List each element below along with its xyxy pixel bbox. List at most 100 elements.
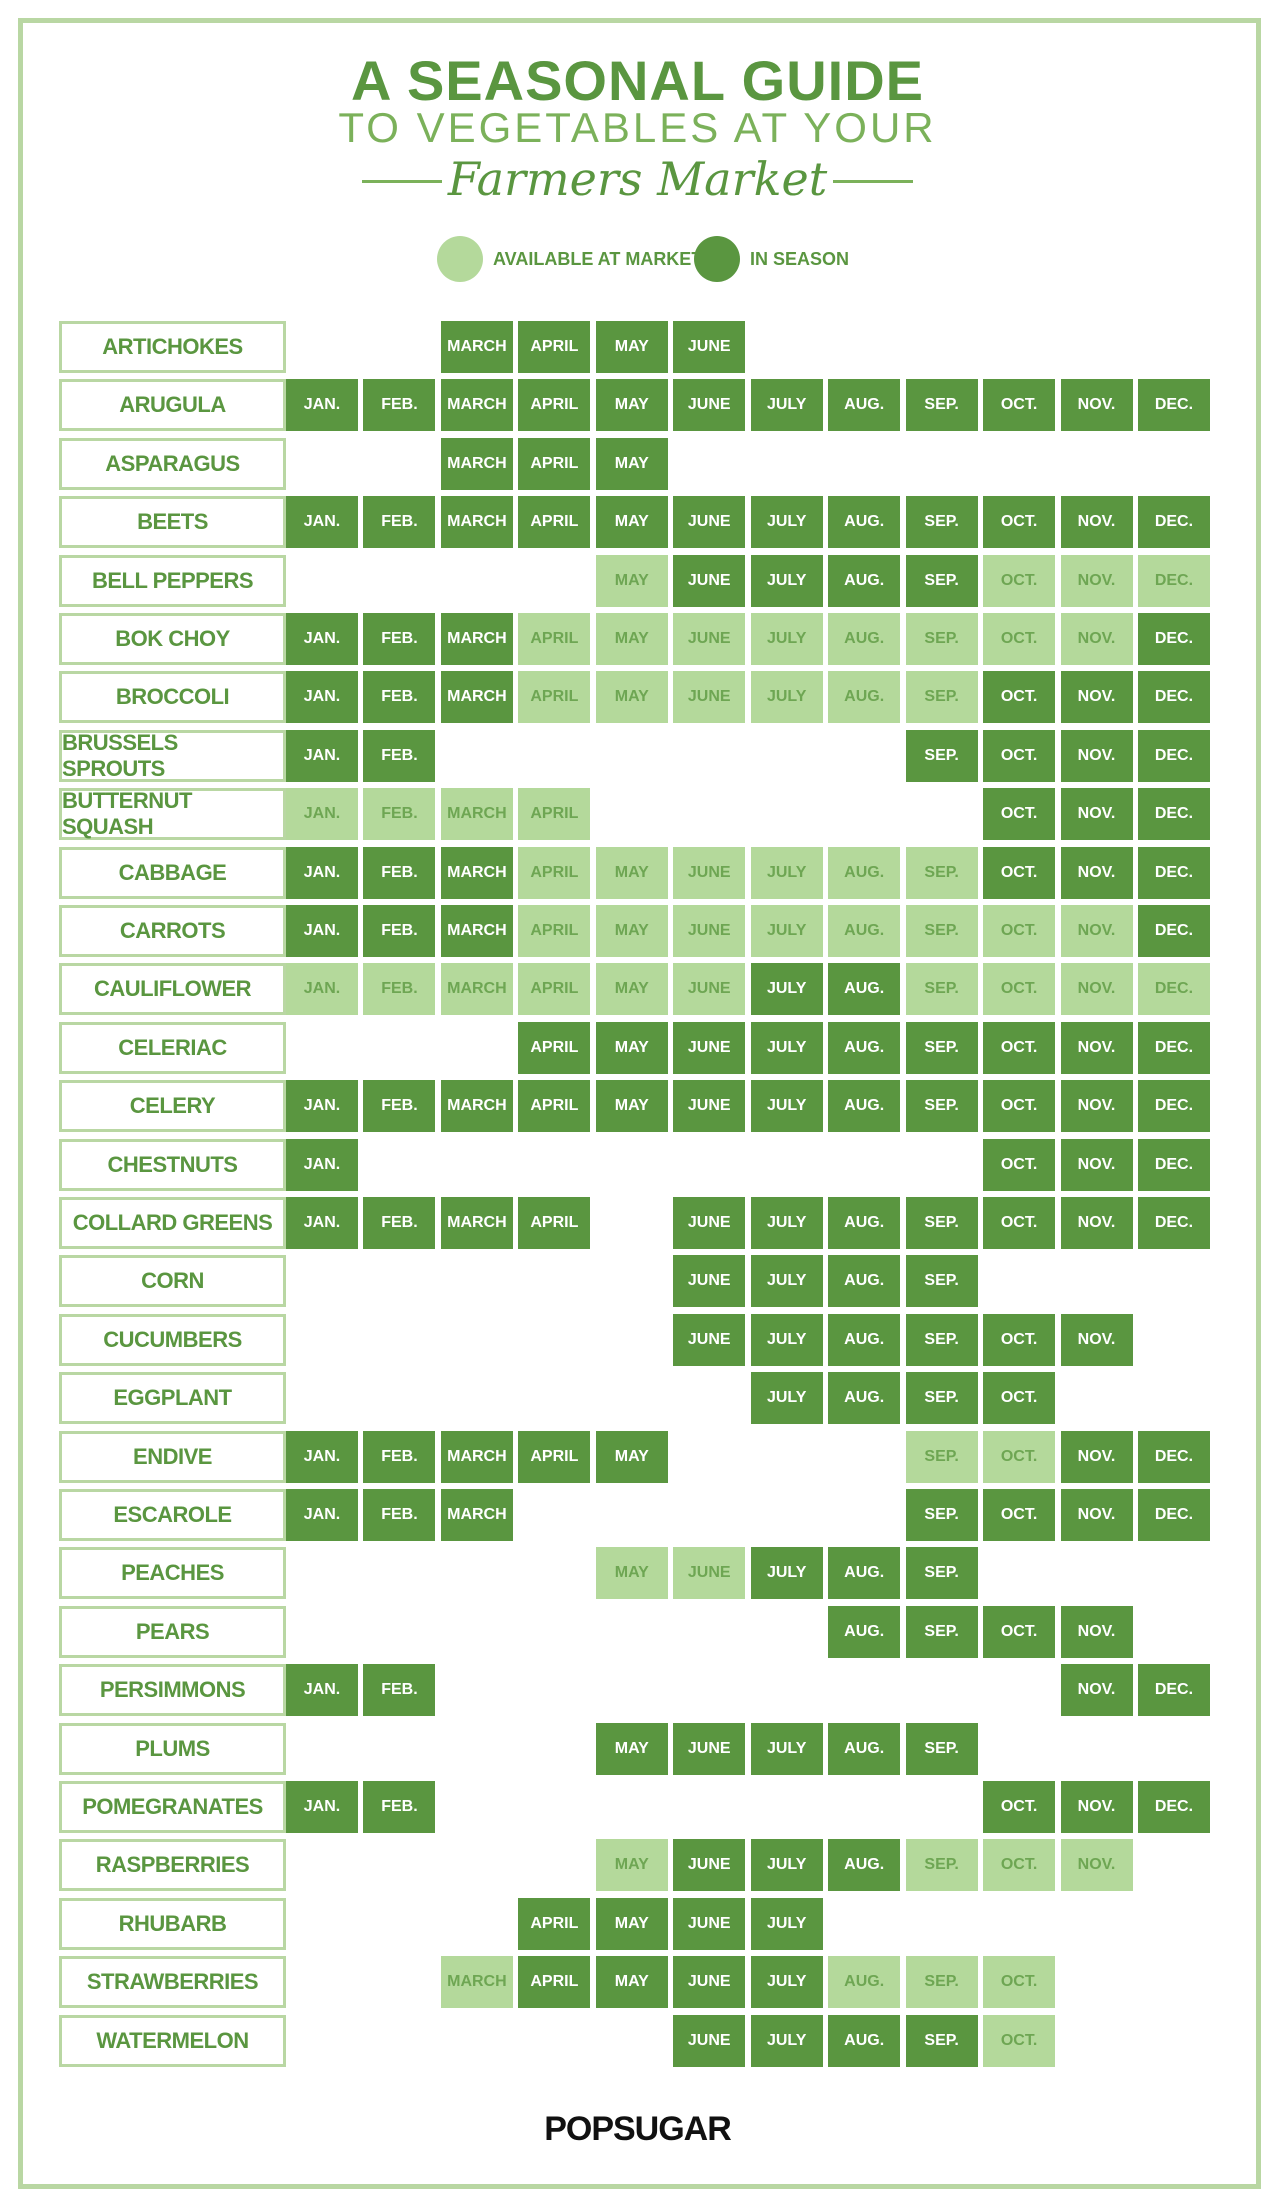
- month-cell: AUG.: [828, 846, 901, 899]
- month-cell: MAY: [595, 496, 668, 549]
- month-cell: JUNE: [673, 963, 746, 1016]
- month-cell: NOV.: [1060, 1313, 1133, 1366]
- month-cell: JAN.: [286, 1138, 358, 1191]
- month-cell: JUNE: [673, 1956, 746, 2009]
- month-cell: NOV.: [1060, 1138, 1133, 1191]
- month-cell: OCT.: [983, 379, 1056, 432]
- month-cell: AUG.: [828, 1197, 901, 1249]
- month-cell: AUG.: [828, 963, 901, 1016]
- month-cell: MAY: [595, 1080, 668, 1133]
- month-cell: JULY: [750, 905, 823, 957]
- month-cell: NOV.: [1060, 729, 1133, 782]
- month-cell: FEB.: [363, 1489, 436, 1541]
- month-cell: JULY: [750, 554, 823, 607]
- row-name: BUTTERNUT SQUASH: [59, 788, 286, 841]
- month-cell: SEP.: [905, 1255, 978, 1308]
- month-cell: NOV.: [1060, 379, 1133, 432]
- month-cell: AUG.: [828, 1722, 901, 1775]
- script-title: Farmers Market: [447, 152, 828, 206]
- month-cell: SEP.: [905, 1021, 978, 1074]
- month-cell: SEP.: [905, 613, 978, 665]
- month-cell: DEC.: [1137, 1197, 1210, 1249]
- month-cell: JUNE: [673, 1080, 746, 1133]
- month-cell: SEP.: [905, 1313, 978, 1366]
- legend-swatch: [694, 236, 740, 282]
- row-name: PLUMS: [59, 1722, 286, 1775]
- month-cell: MARCH: [440, 1430, 513, 1483]
- month-cell: OCT.: [983, 788, 1056, 841]
- month-cell: JAN.: [286, 1080, 358, 1133]
- month-cell: JULY: [750, 1897, 823, 1950]
- month-cell: APRIL: [518, 1897, 591, 1950]
- month-cell: MARCH: [440, 437, 513, 490]
- month-cell: APRIL: [518, 379, 591, 432]
- month-cell: OCT.: [983, 1372, 1056, 1425]
- month-cell: JUNE: [673, 1897, 746, 1950]
- month-cell: MAY: [595, 1956, 668, 2009]
- month-cell: APRIL: [518, 1956, 591, 2009]
- month-cell: JUNE: [673, 846, 746, 899]
- month-cell: FEB.: [363, 963, 436, 1016]
- month-cell: AUG.: [828, 554, 901, 607]
- month-cell: FEB.: [363, 846, 436, 899]
- month-cell: SEP.: [905, 1372, 978, 1425]
- month-cell: MAY: [595, 1722, 668, 1775]
- row-name: EGGPLANT: [59, 1372, 286, 1425]
- row-name: COLLARD GREENS: [59, 1197, 286, 1249]
- month-cell: JUNE: [673, 554, 746, 607]
- month-cell: JAN.: [286, 788, 358, 841]
- month-cell: MARCH: [440, 671, 513, 724]
- row-name: BOK CHOY: [59, 613, 286, 665]
- month-cell: NOV.: [1060, 1839, 1133, 1892]
- month-cell: FEB.: [363, 671, 436, 724]
- month-cell: JAN.: [286, 1781, 358, 1833]
- month-cell: SEP.: [905, 1547, 978, 1600]
- month-cell: JUNE: [673, 496, 746, 549]
- month-cell: JULY: [750, 496, 823, 549]
- month-cell: DEC.: [1137, 1430, 1210, 1483]
- month-cell: SEP.: [905, 905, 978, 957]
- row-name: CABBAGE: [59, 846, 286, 899]
- month-cell: JAN.: [286, 671, 358, 724]
- row-name: BRUSSELS SPROUTS: [59, 729, 286, 782]
- month-cell: FEB.: [363, 729, 436, 782]
- month-cell: JAN.: [286, 846, 358, 899]
- row-name: CARROTS: [59, 905, 286, 957]
- month-cell: APRIL: [518, 496, 591, 549]
- month-cell: JUNE: [673, 1255, 746, 1308]
- month-cell: SEP.: [905, 2014, 978, 2067]
- month-cell: JULY: [750, 379, 823, 432]
- month-cell: APRIL: [518, 671, 591, 724]
- month-cell: SEP.: [905, 1080, 978, 1133]
- row-name: CAULIFLOWER: [59, 963, 286, 1016]
- month-cell: JULY: [750, 613, 823, 665]
- brand: POPSUGAR: [544, 2110, 732, 2148]
- rule: [362, 180, 442, 183]
- row-name: PERSIMMONS: [59, 1664, 286, 1717]
- month-cell: FEB.: [363, 1430, 436, 1483]
- month-cell: MARCH: [440, 846, 513, 899]
- month-cell: APRIL: [518, 963, 591, 1016]
- month-cell: AUG.: [828, 613, 901, 665]
- month-cell: DEC.: [1137, 788, 1210, 841]
- month-cell: MARCH: [440, 1956, 513, 2009]
- month-cell: MAY: [595, 905, 668, 957]
- row-name: ARUGULA: [59, 379, 286, 432]
- month-cell: NOV.: [1060, 788, 1133, 841]
- month-cell: JUNE: [673, 1197, 746, 1249]
- month-cell: OCT.: [983, 846, 1056, 899]
- frame: [18, 18, 1261, 2189]
- month-cell: APRIL: [518, 846, 591, 899]
- month-cell: FEB.: [363, 905, 436, 957]
- month-cell: AUG.: [828, 671, 901, 724]
- month-cell: SEP.: [905, 1489, 978, 1541]
- month-cell: DEC.: [1137, 379, 1210, 432]
- month-cell: AUG.: [828, 1080, 901, 1133]
- month-cell: JULY: [750, 671, 823, 724]
- month-cell: AUG.: [828, 379, 901, 432]
- month-cell: JUNE: [673, 905, 746, 957]
- month-cell: OCT.: [983, 1489, 1056, 1541]
- month-cell: AUG.: [828, 2014, 901, 2067]
- month-cell: JULY: [750, 1372, 823, 1425]
- month-cell: OCT.: [983, 1430, 1056, 1483]
